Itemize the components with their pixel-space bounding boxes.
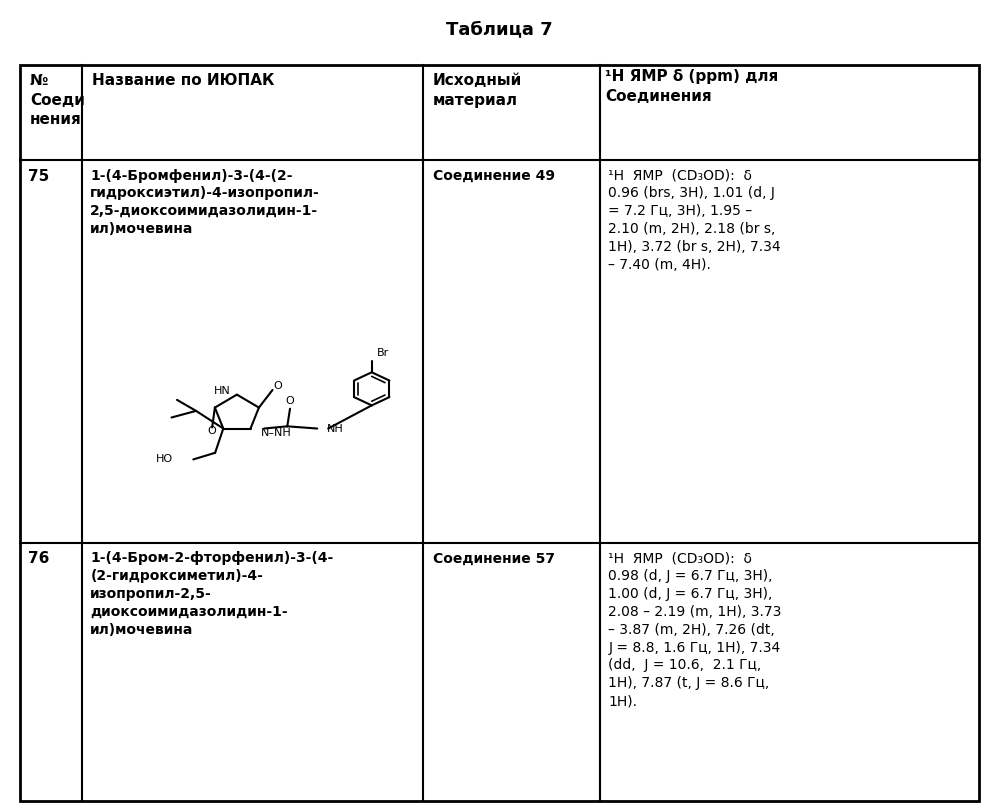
Text: HN: HN [214, 386, 231, 396]
Text: O: O [273, 381, 282, 391]
Text: Название по ИЮПАК: Название по ИЮПАК [92, 73, 275, 88]
Text: NH: NH [327, 424, 344, 434]
Text: Br: Br [377, 348, 389, 358]
Text: HO: HO [156, 455, 174, 464]
Text: 1-(4-Бром-2-фторфенил)-3-(4-
(2-гидроксиметил)-4-
изопропил-2,5-
диоксоимидазоли: 1-(4-Бром-2-фторфенил)-3-(4- (2-гидрокси… [90, 552, 334, 637]
Text: Таблица 7: Таблица 7 [447, 20, 552, 38]
Text: 76: 76 [28, 552, 49, 566]
Text: ¹H  ЯМР  (CD₃OD):  δ
0.98 (d, J = 6.7 Гц, 3H),
1.00 (d, J = 6.7 Гц, 3H),
2.08 – : ¹H ЯМР (CD₃OD): δ 0.98 (d, J = 6.7 Гц, 3… [608, 552, 781, 708]
Text: 75: 75 [28, 168, 49, 184]
Text: Соединение 49: Соединение 49 [433, 168, 554, 183]
Text: Исходный
материал: Исходный материал [433, 73, 522, 108]
Text: ¹H ЯМР δ (ppm) для
Соединения: ¹H ЯМР δ (ppm) для Соединения [605, 69, 778, 104]
Text: O: O [286, 396, 295, 405]
Text: №
Соеди
нения: № Соеди нения [30, 73, 85, 127]
Text: O: O [208, 426, 217, 437]
Text: N–NH: N–NH [261, 428, 292, 438]
Text: ¹H  ЯМР  (CD₃OD):  δ
0.96 (brs, 3H), 1.01 (d, J
= 7.2 Гц, 3H), 1.95 –
2.10 (m, 2: ¹H ЯМР (CD₃OD): δ 0.96 (brs, 3H), 1.01 (… [608, 168, 781, 272]
Text: 1-(4-Бромфенил)-3-(4-(2-
гидроксиэтил)-4-изопропил-
2,5-диоксоимидазолидин-1-
ил: 1-(4-Бромфенил)-3-(4-(2- гидроксиэтил)-4… [90, 168, 320, 236]
Text: Соединение 57: Соединение 57 [433, 552, 554, 565]
